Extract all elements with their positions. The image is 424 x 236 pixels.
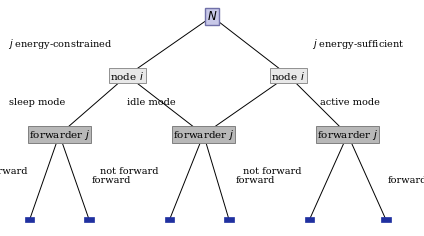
FancyBboxPatch shape — [165, 217, 174, 222]
Text: active mode: active mode — [320, 98, 380, 107]
Text: not forward: not forward — [100, 167, 159, 176]
Text: not forward: not forward — [243, 167, 301, 176]
Text: idle mode: idle mode — [127, 98, 176, 107]
Text: sleep mode: sleep mode — [9, 98, 66, 107]
Text: forward: forward — [235, 176, 275, 185]
FancyBboxPatch shape — [84, 217, 94, 222]
Text: forwarder $j$: forwarder $j$ — [29, 127, 90, 142]
Text: forward: forward — [388, 176, 424, 185]
Text: forwarder $j$: forwarder $j$ — [173, 127, 234, 142]
Text: forward: forward — [91, 176, 131, 185]
Text: $N$: $N$ — [207, 10, 217, 23]
Text: node $i$: node $i$ — [110, 70, 144, 81]
FancyBboxPatch shape — [224, 217, 234, 222]
Text: $j$ energy-sufficient: $j$ energy-sufficient — [312, 37, 404, 51]
FancyBboxPatch shape — [381, 217, 391, 222]
FancyBboxPatch shape — [25, 217, 34, 222]
Text: forwarder $j$: forwarder $j$ — [317, 127, 378, 142]
Text: node $i$: node $i$ — [271, 70, 305, 81]
Text: not forward: not forward — [0, 167, 28, 176]
Text: $j$ energy-constrained: $j$ energy-constrained — [8, 37, 112, 51]
FancyBboxPatch shape — [305, 217, 314, 222]
